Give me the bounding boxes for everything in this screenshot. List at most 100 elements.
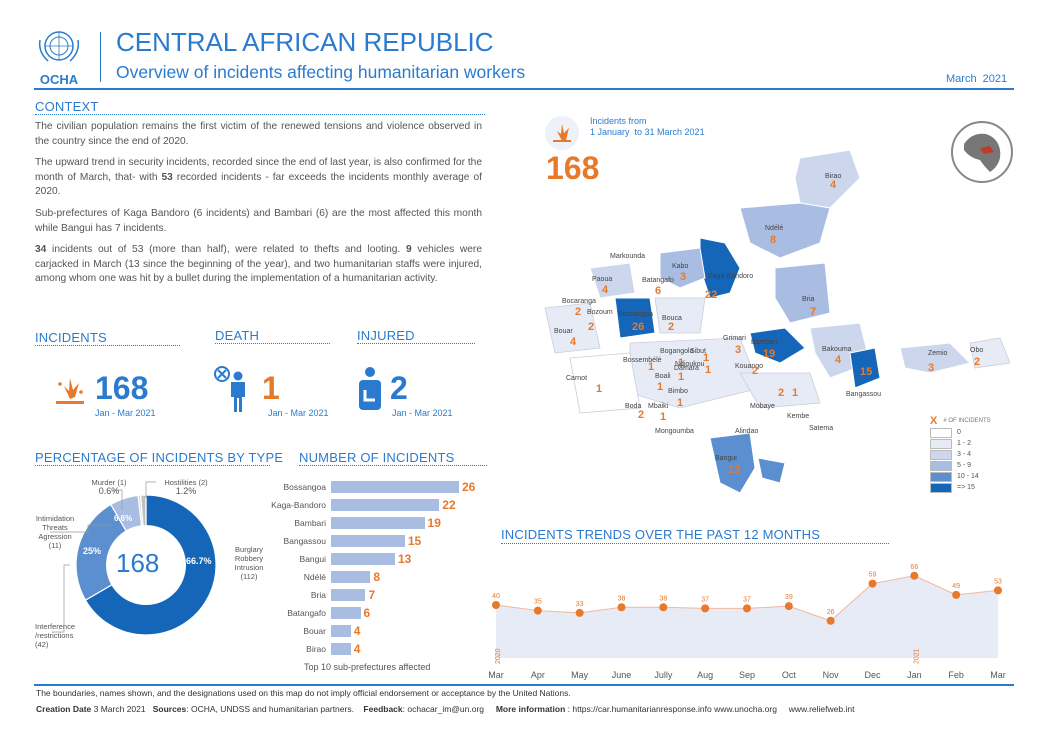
pie-pct-intimidation: 6.6%: [114, 514, 133, 523]
trend-value-label: 53: [994, 578, 1002, 585]
globe-locator-icon: [951, 121, 1013, 183]
trend-month-label: June: [612, 670, 632, 680]
trend-point: [868, 579, 877, 588]
legend-label: 1 - 2: [957, 440, 972, 447]
person-killed-icon: [214, 366, 245, 412]
bar-label: Kaga-Bandoro: [271, 500, 326, 510]
trend-value-label: 37: [743, 596, 751, 603]
map-place-label: Mobaye: [750, 403, 775, 410]
trend-chart: 40 Mar 35 Apr 33 May 38 June 38 Jully 37 Aug 37 Sep 39…: [488, 564, 1006, 680]
bar-row: Bouar 4: [256, 622, 486, 640]
bar-value: 7: [368, 588, 376, 602]
map-place-count: 1: [678, 371, 684, 383]
map-place-label: Bouca: [662, 315, 682, 322]
legend-swatch: [930, 471, 952, 482]
trends-title: INCIDENTS TRENDS OVER THE PAST 12 MONTHS: [501, 527, 821, 542]
map-place-count: 1: [677, 397, 683, 409]
bar-row: Bangassou 15: [256, 532, 486, 550]
trend-value-label: 38: [618, 595, 626, 602]
ocha-wordmark: OCHA: [39, 72, 79, 87]
map-place-label: Bouar: [554, 328, 573, 335]
bar-label: Bossangoa: [283, 482, 326, 492]
kpi-death-value: 1: [262, 370, 280, 406]
bar-row: Bambari 19: [256, 514, 486, 532]
map-place-count: 15: [860, 366, 872, 378]
map-place-count: 8: [770, 234, 776, 246]
trend-value-label: 26: [827, 609, 835, 616]
map-place-label: Ndjoukou: [675, 361, 705, 368]
map-place-count: 1: [660, 411, 666, 423]
bar-label: Ndélé: [303, 572, 326, 582]
bar-label: Bambari: [294, 518, 326, 528]
pie-pct-interference: 25%: [83, 546, 102, 556]
bar-value: 6: [363, 606, 371, 620]
map-place-label: Bossangoa: [618, 311, 653, 318]
map-place-count: 2: [638, 409, 644, 421]
map-total: 168: [546, 150, 600, 186]
legend-label: 10 - 14: [957, 473, 979, 480]
trend-value-label: 35: [534, 599, 542, 606]
map-place-count: 6: [655, 285, 661, 297]
trend-point: [952, 590, 961, 599]
bar-row: Birao 4: [256, 640, 486, 658]
person-injured-icon: [359, 367, 381, 410]
legend-swatch: [930, 427, 952, 438]
map-place-label: Bimbo: [668, 388, 688, 395]
map-place-label: Damara: [674, 365, 699, 372]
map-place-label: Satema: [809, 425, 833, 432]
trend-month-label: Mar: [488, 670, 504, 680]
map-place-count: 1: [703, 352, 709, 364]
map-place-count: 2: [588, 321, 594, 333]
map-place-label: Bocaranga: [562, 298, 596, 305]
map-place-count: 22: [705, 289, 717, 301]
ocha-logo: OCHA: [34, 28, 84, 87]
map-legend: X # OF INCIDENTS 0 1 - 2 3 - 4 5 - 9 10 - 14…: [930, 415, 1020, 493]
bar-value: 4: [353, 624, 361, 638]
trend-point: [910, 571, 919, 580]
map-place-label: Carnot: [566, 375, 587, 382]
explosion-icon: [56, 378, 84, 404]
legend-x-mark: X: [930, 415, 938, 427]
footer-disclaimer: The boundaries, names shown, and the des…: [36, 688, 571, 698]
context-text: The civilian population remains the firs…: [35, 120, 482, 287]
kpi-injured-value: 2: [390, 370, 408, 406]
pie-label-interference: Interference /restrictions (42): [35, 622, 76, 649]
map-place-count: 2: [778, 387, 784, 399]
map-incidents-period: 1 January to 31 March 2021: [590, 127, 705, 137]
map-place-count: 19: [763, 348, 775, 360]
trend-point: [492, 601, 500, 609]
un-emblem-icon: [38, 31, 80, 62]
bar: [331, 499, 440, 511]
map-place-label: Paoua: [592, 276, 612, 283]
context-title: CONTEXT: [35, 99, 99, 114]
map-place-label: Ndélé: [765, 225, 783, 232]
map-place-count: 3: [735, 344, 741, 356]
map-place-label: Bozoum: [587, 309, 613, 316]
map-place-label: Bambari: [751, 339, 778, 346]
map-place-label: Bossembélé: [623, 357, 662, 364]
pie-label-hostilities: Hostilities (2) 1.2%: [164, 478, 208, 496]
bars-caption: Top 10 sub-prefectures affected: [304, 662, 431, 672]
map-place-label: Bria: [802, 296, 815, 303]
bar-value: 22: [442, 498, 456, 512]
trend-point: [533, 606, 542, 615]
map-incidents-label: Incidents from: [590, 116, 647, 126]
context-paragraph-4: 34 incidents out of 53 (more than half),…: [35, 244, 482, 285]
trend-month-label: Dec: [864, 670, 881, 680]
bar-label: Bangui: [299, 554, 326, 564]
map-place-label: Bogangolo: [660, 348, 694, 355]
map-place-count: 7: [810, 306, 816, 318]
bar-label: Birao: [306, 644, 326, 654]
map-place-label: Kaga-Bandoro: [708, 273, 753, 280]
footer-reliefweb-link[interactable]: www.reliefweb.int: [788, 704, 855, 714]
map-place-count: 1: [705, 364, 711, 376]
trend-value-label: 39: [785, 594, 793, 601]
trend-month-label: Jan: [907, 670, 922, 680]
trend-month-label: Jully: [654, 670, 673, 680]
bar-label: Bria: [310, 590, 326, 600]
kpi-incidents-value: 168: [95, 370, 149, 406]
map-place-count: 1: [678, 357, 684, 369]
trend-value-label: 40: [492, 593, 500, 600]
map-place-label: Markounda: [610, 253, 645, 260]
legend-item: 5 - 9: [930, 460, 1020, 471]
